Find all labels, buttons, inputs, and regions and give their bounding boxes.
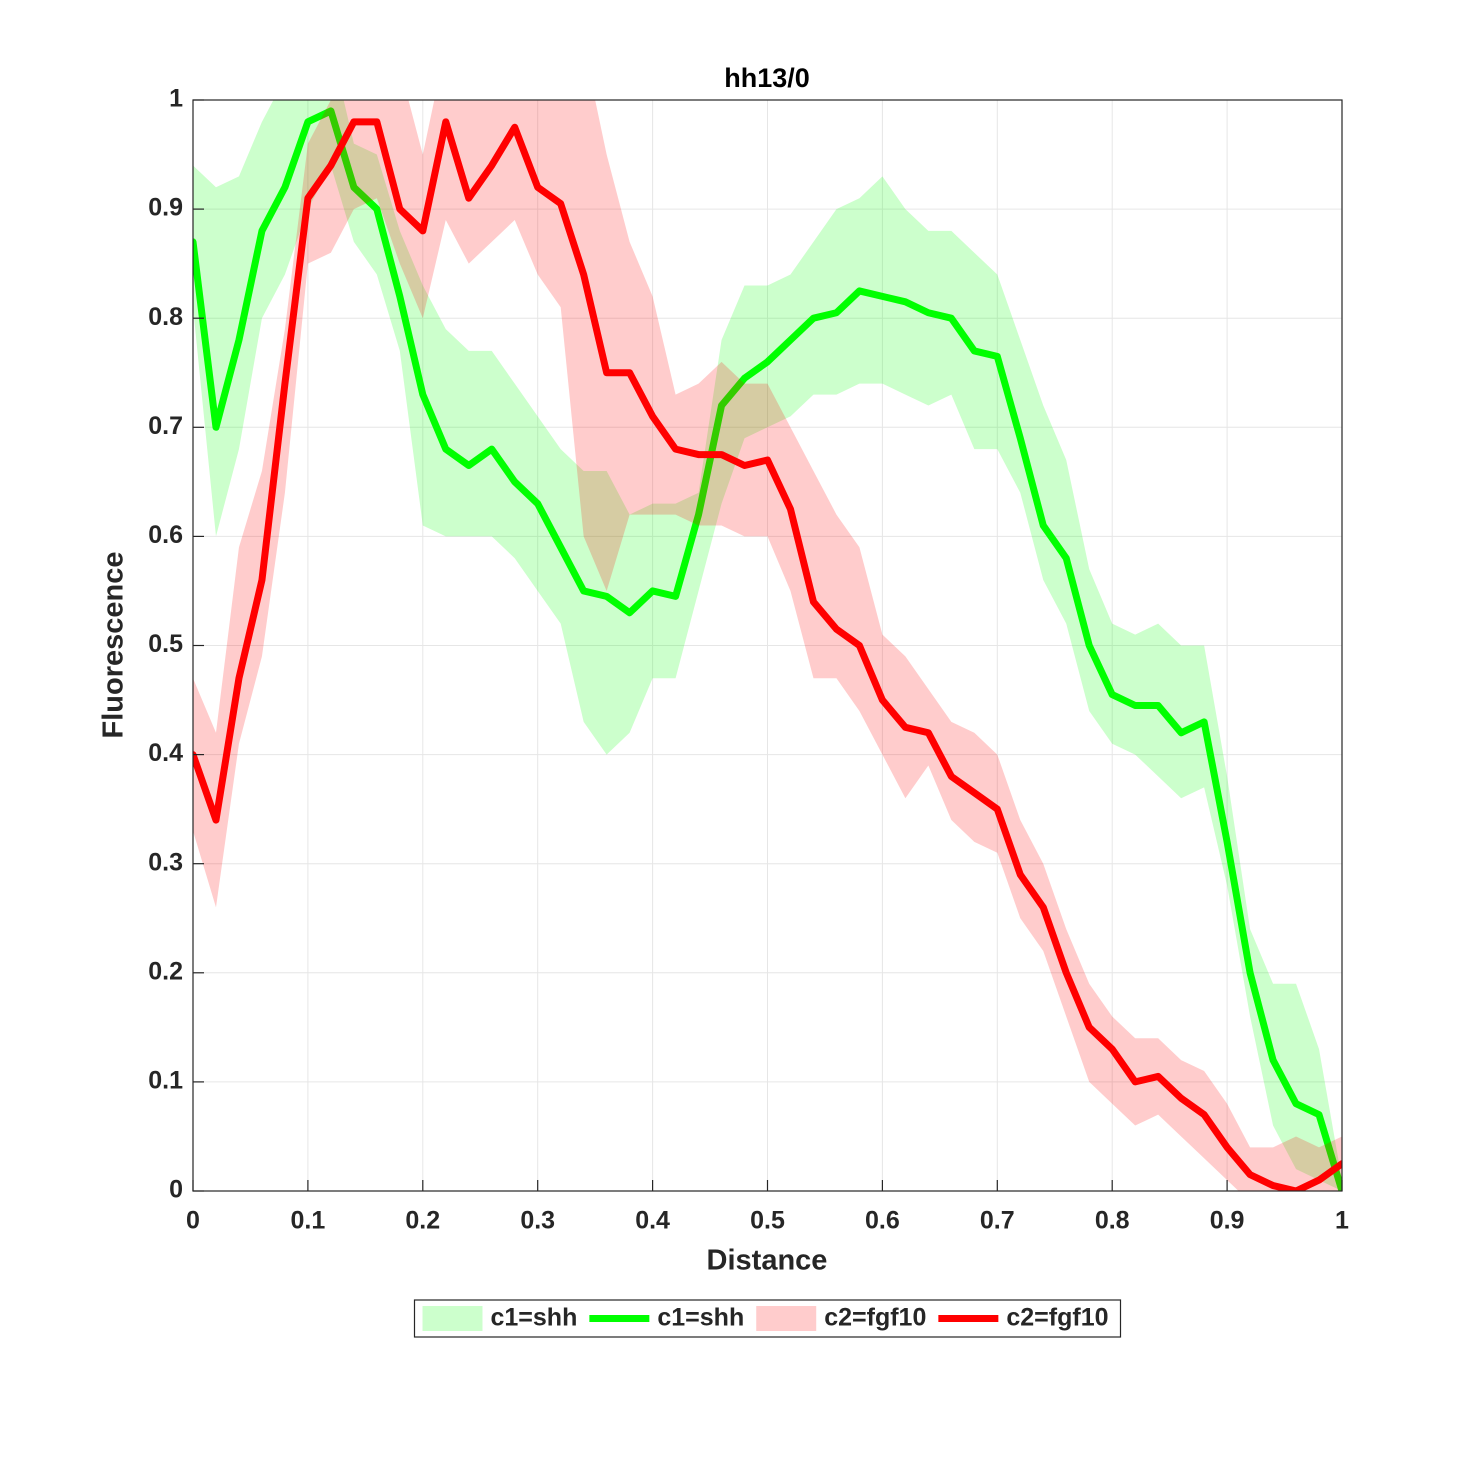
x-tick-label: 0.3 xyxy=(520,1207,555,1235)
line xyxy=(193,107,1342,1191)
legend-label: c1=shh xyxy=(491,1304,578,1332)
x-tick-label: 0.1 xyxy=(291,1207,326,1235)
plot-area xyxy=(193,100,1342,1191)
y-tick-label: 0.4 xyxy=(148,739,183,767)
x-tick-label: 0.8 xyxy=(1095,1207,1130,1235)
legend-swatch xyxy=(756,1306,817,1331)
y-tick-label: 0.1 xyxy=(148,1067,183,1095)
y-tick-label: 0.8 xyxy=(148,303,183,331)
x-tick-label: 0.9 xyxy=(1210,1207,1245,1235)
x-tick-label: 0.4 xyxy=(635,1207,670,1235)
band xyxy=(193,100,1342,1191)
x-axis-label: Distance xyxy=(707,1245,828,1277)
y-tick-label: 0.9 xyxy=(148,194,183,222)
legend-label: c1=shh xyxy=(657,1304,744,1332)
x-tick-label: 1 xyxy=(1335,1207,1349,1235)
x-tick-label: 0.7 xyxy=(980,1207,1015,1235)
y-tick-label: 0.6 xyxy=(148,521,183,549)
y-tick-label: 0.2 xyxy=(148,957,183,985)
legend-label: c2=fgf10 xyxy=(824,1304,926,1332)
x-tick-label: 0 xyxy=(186,1207,200,1235)
y-tick-label: 0 xyxy=(169,1176,183,1204)
x-tick-label: 0.5 xyxy=(750,1207,785,1235)
chart-title: hh13/0 xyxy=(724,63,810,93)
x-tick-label: 0.6 xyxy=(865,1207,900,1235)
line xyxy=(193,118,1342,1191)
y-axis-label: Fluorescence xyxy=(98,552,130,739)
y-tick-label: 1 xyxy=(169,85,183,113)
legend-swatch xyxy=(422,1306,483,1331)
legend-box xyxy=(413,1299,1122,1338)
y-tick-label: 0.5 xyxy=(148,630,183,658)
legend-label: c2=fgf10 xyxy=(1006,1304,1108,1332)
y-tick-label: 0.7 xyxy=(148,412,183,440)
legend: c1=shh c1=shh c2=fgf10 c2=fgf10 xyxy=(413,1299,1122,1338)
y-tick-label: 0.3 xyxy=(148,848,183,876)
x-tick-label: 0.2 xyxy=(405,1207,440,1235)
band xyxy=(193,100,1342,1191)
